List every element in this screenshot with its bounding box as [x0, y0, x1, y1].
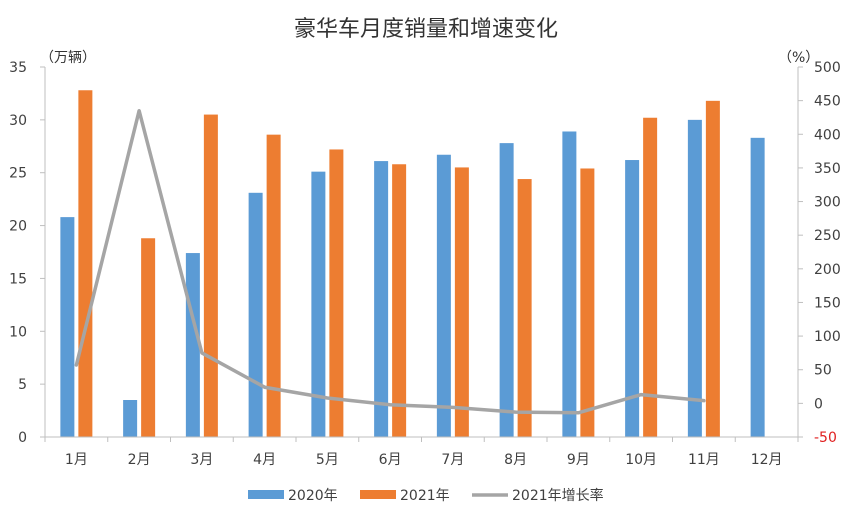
legend-label: 2021年 [400, 488, 450, 504]
bar-series-a-8 [499, 143, 514, 437]
left-tick-label: 35 [9, 60, 27, 76]
bar-series-a-10 [625, 160, 640, 437]
x-tick-label: 9月 [567, 452, 590, 468]
x-tick-label: 2月 [128, 452, 151, 468]
bar-series-a-5 [311, 171, 326, 437]
right-tick-label: 350 [814, 161, 841, 177]
bar-series-a-7 [436, 154, 451, 437]
bar-series-a-11 [687, 119, 702, 437]
bar-series-b-6 [392, 164, 407, 437]
left-tick-label: 10 [9, 324, 27, 340]
x-tick-label: 11月 [688, 452, 720, 468]
axes-layer [40, 66, 803, 442]
bar-series-b-7 [454, 167, 469, 437]
right-tick-label: 100 [814, 329, 841, 345]
x-tick-label: 3月 [190, 452, 213, 468]
bar-series-a-9 [562, 131, 577, 437]
left-tick-label: 20 [9, 219, 27, 235]
bar-series-a-2 [123, 400, 138, 437]
left-tick-label: 5 [18, 377, 27, 393]
right-tick-label: 50 [814, 363, 832, 379]
right-tick-label: 400 [814, 127, 841, 143]
legend-swatch [248, 490, 284, 499]
right-axis-unit: （%） [778, 50, 819, 66]
bar-series-b-4 [266, 134, 281, 437]
left-tick-label: 25 [9, 166, 27, 182]
bar-series-b-5 [329, 149, 344, 437]
chart-title: 豪华车月度销量和增速变化 [294, 17, 558, 42]
right-tick-label: 150 [814, 295, 841, 311]
bar-series-a-3 [185, 253, 200, 437]
growth-line-layer [74, 108, 706, 415]
bar-series-b-2 [141, 238, 156, 437]
legend-swatch [360, 490, 396, 499]
right-tick-label: 450 [814, 94, 841, 110]
bar-series-b-10 [643, 117, 658, 437]
right-tick-label: 0 [814, 396, 823, 412]
right-tick-label: 300 [814, 195, 841, 211]
ticks-layer: 0 5 10 15 20 25 30 35 -50 0 50 100 150 200 250 300 350 40… [9, 60, 841, 468]
right-tick-label: 500 [814, 60, 841, 76]
bars-layer [60, 90, 765, 438]
bar-series-a-1 [60, 217, 75, 437]
bar-series-b-3 [203, 114, 218, 438]
bar-series-a-4 [248, 192, 263, 437]
left-tick-label: 0 [18, 430, 27, 446]
x-tick-label: 8月 [504, 452, 527, 468]
bar-series-a-6 [374, 161, 389, 438]
right-tick-label: 250 [814, 228, 841, 244]
x-tick-label: 1月 [65, 452, 88, 468]
left-axis-unit: （万辆） [40, 50, 96, 66]
right-tick-label: 200 [814, 262, 841, 278]
x-tick-label: 12月 [751, 452, 783, 468]
legend-label: 2020年 [288, 488, 338, 504]
bar-series-b-11 [705, 100, 720, 437]
bar-series-b-9 [580, 168, 595, 437]
legend-label: 2021年增长率 [512, 487, 604, 504]
legend: 2020年 2021年 2021年增长率 [248, 487, 604, 504]
bar-series-b-8 [517, 179, 532, 438]
right-tick-label: -50 [814, 430, 837, 446]
bar-series-b-1 [78, 90, 93, 437]
growth-rate-line [74, 108, 706, 415]
x-tick-label: 10月 [625, 452, 657, 468]
x-tick-label: 6月 [379, 452, 402, 468]
x-tick-label: 5月 [316, 452, 339, 468]
x-tick-label: 7月 [441, 452, 464, 468]
bar-series-a-12 [750, 137, 765, 438]
x-tick-label: 4月 [253, 452, 276, 468]
left-tick-label: 30 [9, 113, 27, 129]
left-tick-label: 15 [9, 271, 27, 287]
